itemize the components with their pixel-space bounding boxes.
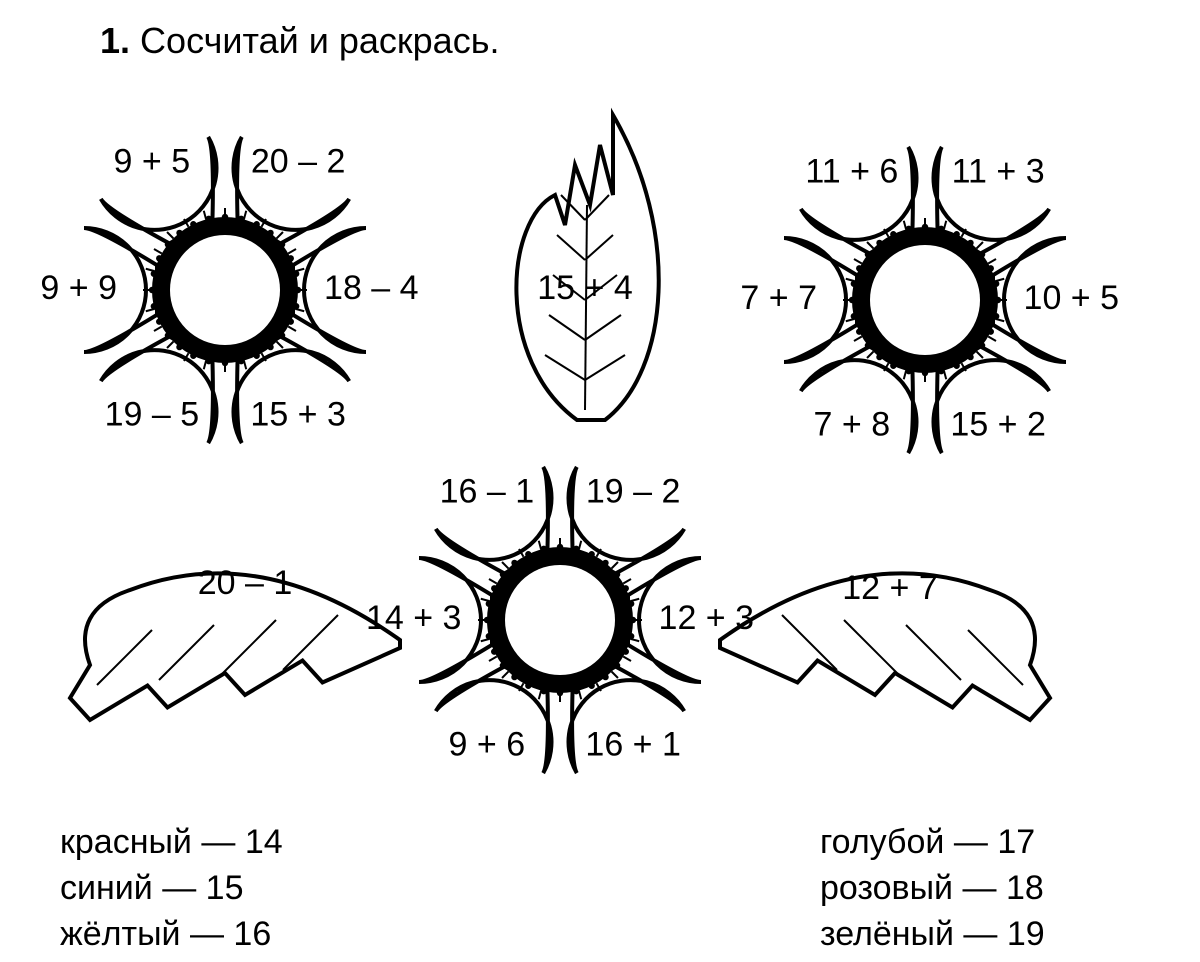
petal-expression: 19 – 5: [105, 396, 200, 434]
color-legend-right: голубой — 17 розовый — 18 зелёный — 19: [820, 820, 1045, 958]
petal-expression: 15 + 3: [250, 396, 345, 434]
legend-value: 17: [997, 823, 1035, 861]
legend-value: 16: [233, 915, 271, 953]
petal-expression: 12 + 3: [659, 599, 754, 637]
petal-expression: 11 + 3: [952, 152, 1045, 190]
leaf-right: 12 + 7: [720, 569, 1050, 720]
legend-color: зелёный: [820, 915, 954, 953]
legend-row: зелёный — 19: [820, 912, 1045, 958]
flowers-diagram: 15 + 4 20 – 1 12 + 7 9 + 5 20 – 2 18 – 4 15 + …: [0, 0, 1200, 962]
exercise-instruction: Сосчитай и раскрась.: [140, 20, 499, 61]
petal-expression: 14 + 3: [366, 599, 461, 637]
petal-expression: 19 – 2: [586, 472, 681, 510]
exercise-number: 1.: [100, 20, 130, 61]
leaf-expression: 15 + 4: [537, 269, 632, 307]
leaf-expression: 12 + 7: [842, 569, 937, 607]
petal-expression: 9 + 5: [114, 142, 191, 180]
legend-color: розовый: [820, 869, 953, 907]
legend-value: 19: [1007, 915, 1045, 953]
legend-value: 15: [206, 869, 244, 907]
legend-row: розовый — 18: [820, 866, 1045, 912]
legend-color: жёлтый: [60, 915, 181, 953]
legend-color: красный: [60, 823, 192, 861]
petal-expression: 7 + 7: [740, 279, 817, 317]
legend-row: голубой — 17: [820, 820, 1045, 866]
legend-row: красный — 14: [60, 820, 283, 866]
petal-expression: 18 – 4: [324, 269, 419, 307]
petal-expression: 15 + 2: [950, 406, 1045, 444]
petal-expression: 9 + 9: [40, 269, 117, 307]
legend-color: голубой: [820, 823, 944, 861]
legend-value: 18: [1006, 869, 1044, 907]
petal-expression: 16 + 1: [585, 726, 680, 764]
legend-value: 14: [245, 823, 283, 861]
legend-row: синий — 15: [60, 866, 283, 912]
exercise-title: 1. Сосчитай и раскрась.: [100, 20, 499, 62]
legend-row: жёлтый — 16: [60, 912, 283, 958]
petal-expression: 10 + 5: [1024, 279, 1119, 317]
petal-expression: 16 – 1: [440, 472, 535, 510]
petal-expression: 9 + 6: [449, 726, 526, 764]
leaf-left: 20 – 1: [70, 564, 400, 720]
petal-expression: 7 + 8: [814, 406, 891, 444]
leaf-expression: 20 – 1: [198, 564, 293, 602]
worksheet-page: 1. Сосчитай и раскрась. 15 + 4 20 – 1 12 +…: [0, 0, 1200, 962]
petal-expression: 20 – 2: [251, 142, 346, 180]
color-legend-left: красный — 14 синий — 15 жёлтый — 16: [60, 820, 283, 958]
petal-expression: 11 + 6: [805, 152, 898, 190]
legend-color: синий: [60, 869, 153, 907]
leaf-top: 15 + 4: [516, 115, 658, 420]
